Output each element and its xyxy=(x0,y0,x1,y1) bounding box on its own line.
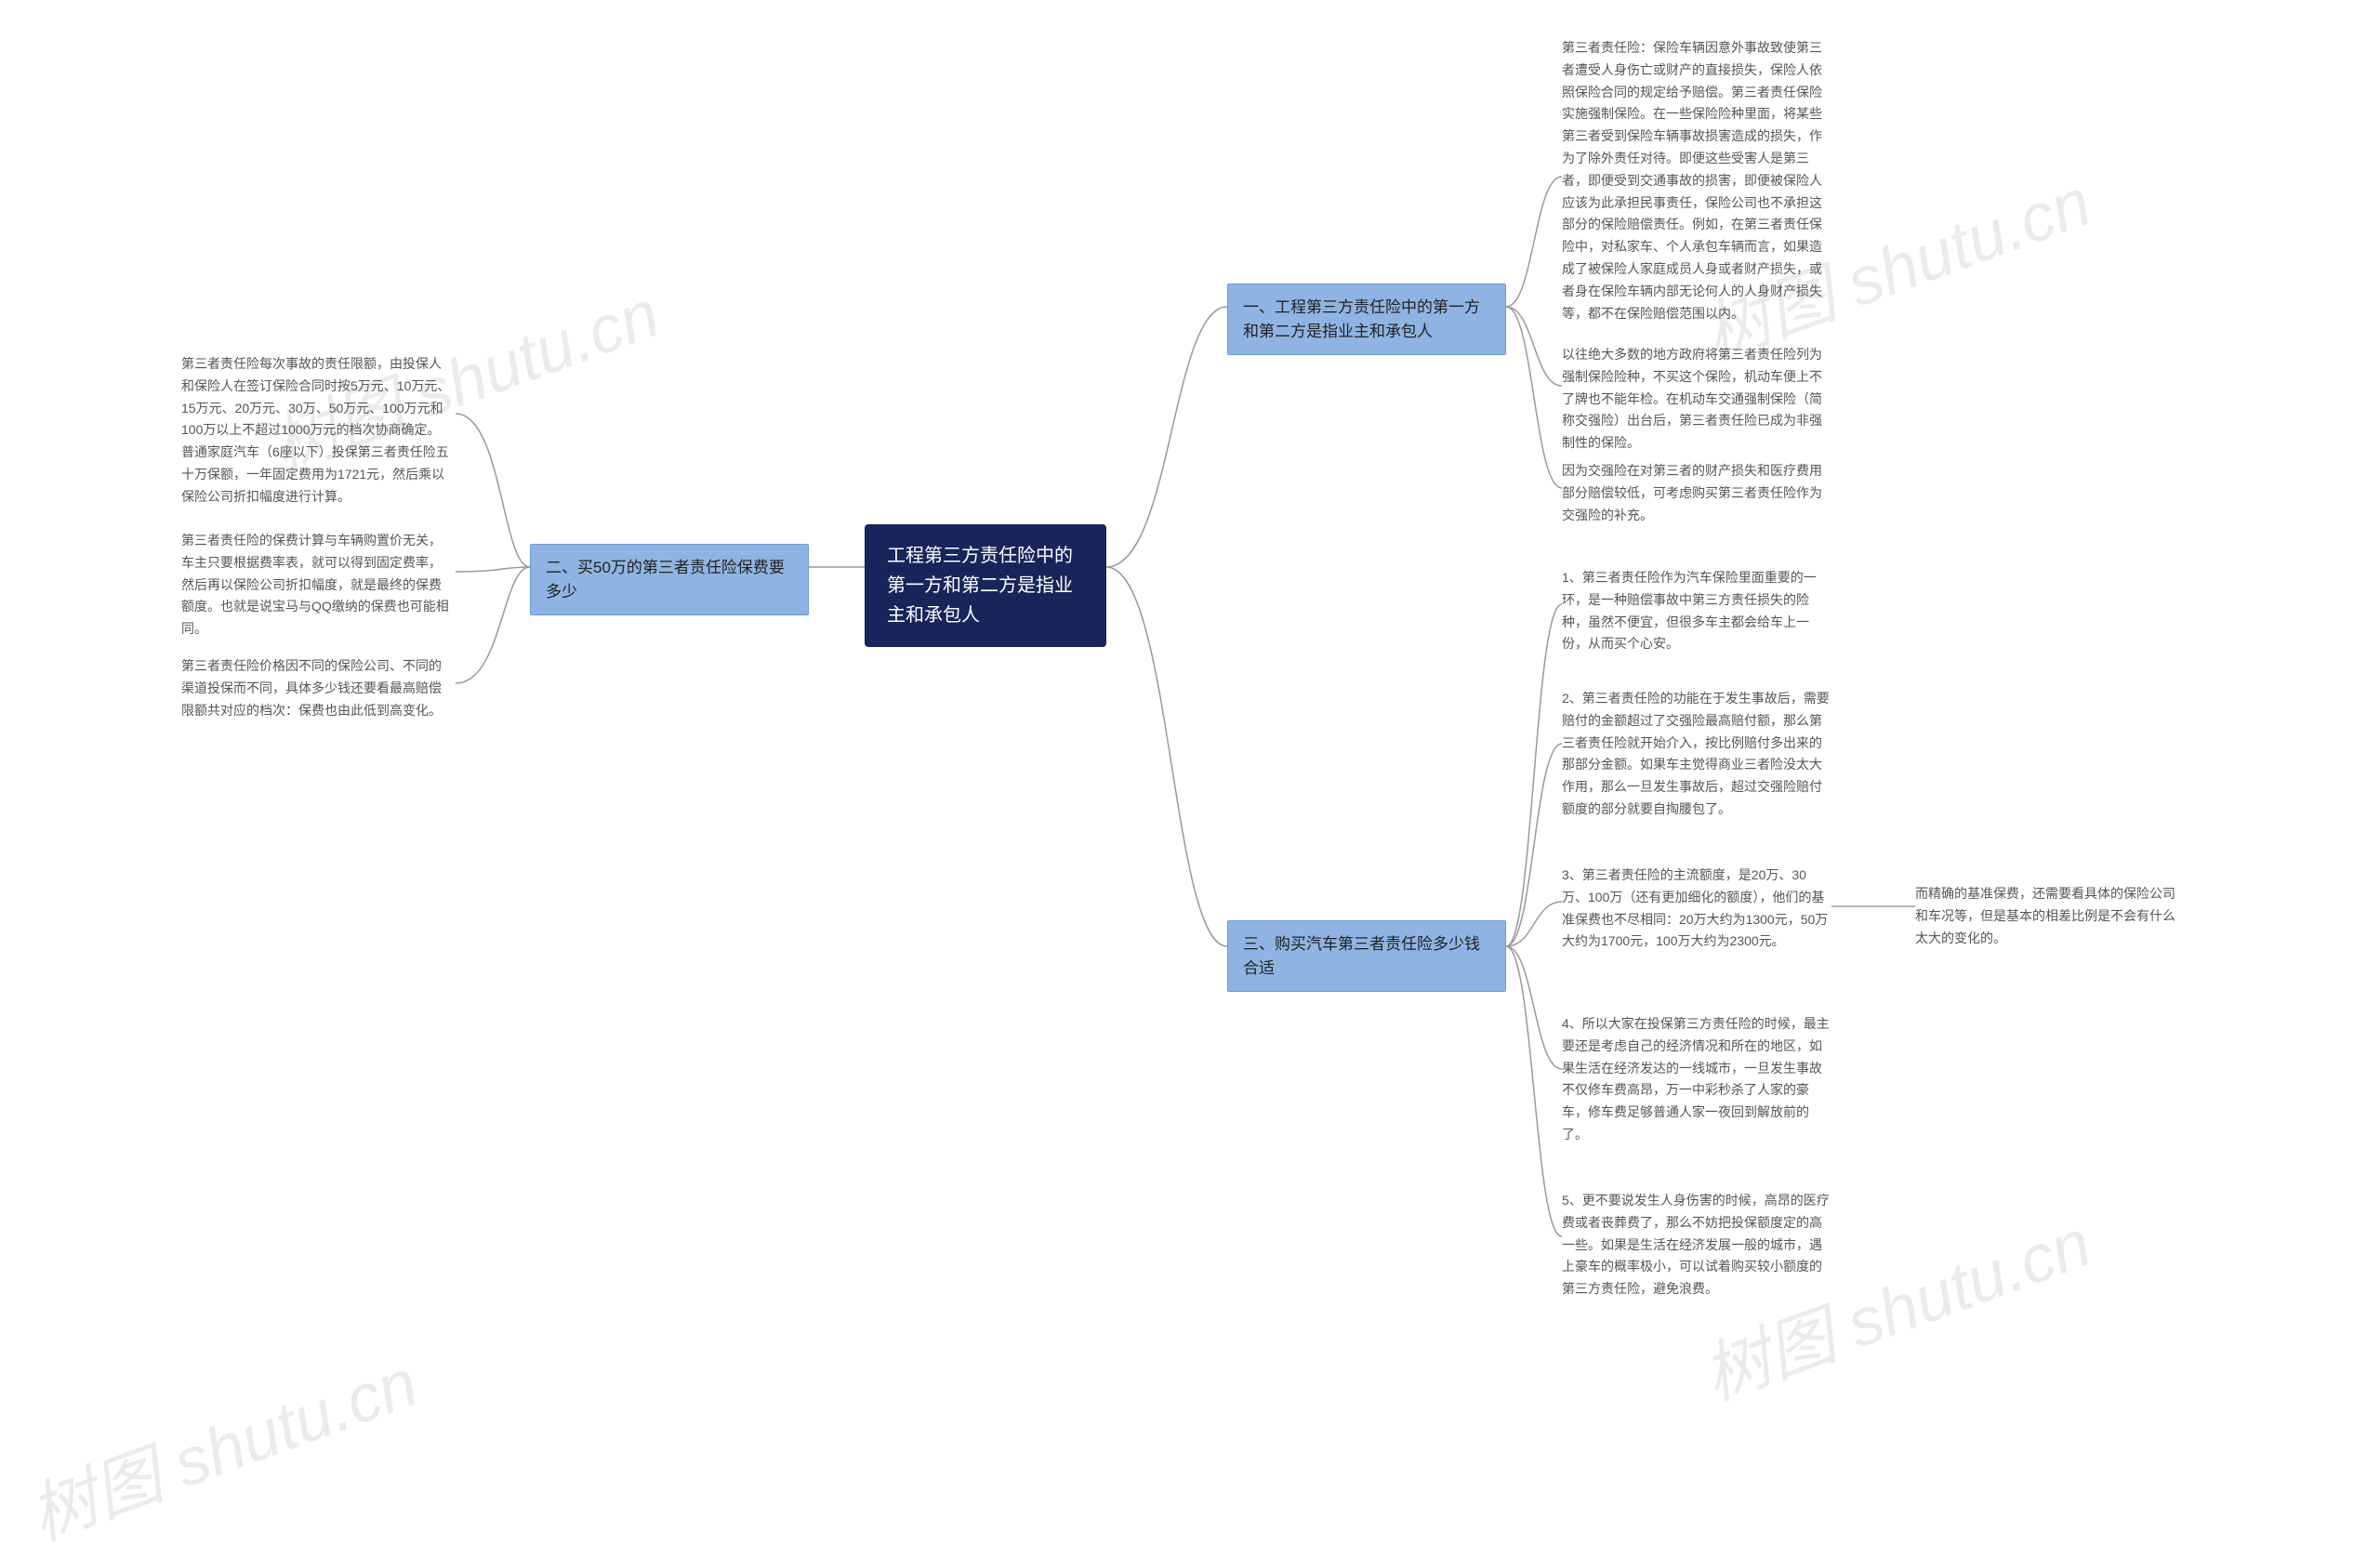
leaf-right-2-1: 1、第三者责任险作为汽车保险里面重要的一环，是一种赔偿事故中第三方责任损失的险种… xyxy=(1562,567,1831,655)
leaf-left-1-2: 第三者责任险的保费计算与车辆购置价无关，车主只要根据费率表，就可以得到固定费率，… xyxy=(181,530,451,640)
connector-lines xyxy=(0,0,2380,1487)
leaf-text: 因为交强险在对第三者的财产损失和医疗费用部分赔偿较低，可考虑购买第三者责任险作为… xyxy=(1562,463,1822,522)
branch-right-2: 三、购买汽车第三者责任险多少钱合适 xyxy=(1227,920,1506,992)
root-label: 工程第三方责任险中的第一方和第二方是指业主和承包人 xyxy=(887,546,1073,626)
leaf-text: 3、第三者责任险的主流额度，是20万、30万、100万（还有更加细化的额度），他… xyxy=(1562,867,1828,948)
watermark: 树图 shutu.cn xyxy=(14,1328,429,1558)
branch-left-1: 二、买50万的第三者责任险保费要多少 xyxy=(530,544,809,615)
branch-label: 三、购买汽车第三者责任险多少钱合适 xyxy=(1243,935,1480,977)
leaf-text: 5、更不要说发生人身伤害的时候，高昂的医疗费或者丧葬费了，那么不妨把投保额度定的… xyxy=(1562,1193,1830,1296)
leaf-right-1-1: 第三者责任险：保险车辆因意外事故致使第三者遭受人身伤亡或财产的直接损失，保险人依… xyxy=(1562,37,1831,324)
branch-right-1: 一、工程第三方责任险中的第一方和第二方是指业主和承包人 xyxy=(1227,284,1506,355)
branch-label: 一、工程第三方责任险中的第一方和第二方是指业主和承包人 xyxy=(1243,298,1480,340)
leaf-text: 第三者责任险：保险车辆因意外事故致使第三者遭受人身伤亡或财产的直接损失，保险人依… xyxy=(1562,40,1822,321)
leaf-right-2-3: 3、第三者责任险的主流额度，是20万、30万、100万（还有更加细化的额度），他… xyxy=(1562,865,1831,953)
leaf-text: 而精确的基准保费，还需要看具体的保险公司和车况等，但是基本的相差比例是不会有什么… xyxy=(1915,886,2175,945)
leaf-right-2-5: 5、更不要说发生人身伤害的时候，高昂的医疗费或者丧葬费了，那么不妨把投保额度定的… xyxy=(1562,1190,1831,1301)
leaf-text: 1、第三者责任险作为汽车保险里面重要的一环，是一种赔偿事故中第三方责任损失的险种… xyxy=(1562,570,1817,651)
leaf-text: 4、所以大家在投保第三方责任险的时候，最主要还是考虑自己的经济情况和所在的地区，… xyxy=(1562,1016,1830,1142)
leaf-right-1-3: 因为交强险在对第三者的财产损失和医疗费用部分赔偿较低，可考虑购买第三者责任险作为… xyxy=(1562,460,1831,526)
leaf-right-2-4: 4、所以大家在投保第三方责任险的时候，最主要还是考虑自己的经济情况和所在的地区，… xyxy=(1562,1013,1831,1146)
leaf-text: 第三者责任险的保费计算与车辆购置价无关，车主只要根据费率表，就可以得到固定费率，… xyxy=(181,533,449,636)
leaf-right-2-2: 2、第三者责任险的功能在于发生事故后，需要赔付的金额超过了交强险最高赔付额，那么… xyxy=(1562,688,1831,821)
leaf-right-1-2: 以往绝大多数的地方政府将第三者责任险列为强制保险险种，不买这个保险，机动车便上不… xyxy=(1562,344,1831,455)
leaf-text: 第三者责任险价格因不同的保险公司、不同的渠道投保而不同，具体多少钱还要看最高赔偿… xyxy=(181,658,442,718)
branch-label: 二、买50万的第三者责任险保费要多少 xyxy=(546,559,785,601)
leaf-left-1-3: 第三者责任险价格因不同的保险公司、不同的渠道投保而不同，具体多少钱还要看最高赔偿… xyxy=(181,655,451,721)
leaf-right-2-3-sub: 而精确的基准保费，还需要看具体的保险公司和车况等，但是基本的相差比例是不会有什么… xyxy=(1915,883,2185,949)
leaf-text: 第三者责任险每次事故的责任限额，由投保人和保险人在签订保险合同时按5万元、10万… xyxy=(181,356,450,504)
leaf-text: 2、第三者责任险的功能在于发生事故后，需要赔付的金额超过了交强险最高赔付额，那么… xyxy=(1562,691,1830,816)
leaf-left-1-1: 第三者责任险每次事故的责任限额，由投保人和保险人在签订保险合同时按5万元、10万… xyxy=(181,353,451,508)
root-node: 工程第三方责任险中的第一方和第二方是指业主和承包人 xyxy=(865,524,1106,647)
leaf-text: 以往绝大多数的地方政府将第三者责任险列为强制保险险种，不买这个保险，机动车便上不… xyxy=(1562,347,1822,450)
